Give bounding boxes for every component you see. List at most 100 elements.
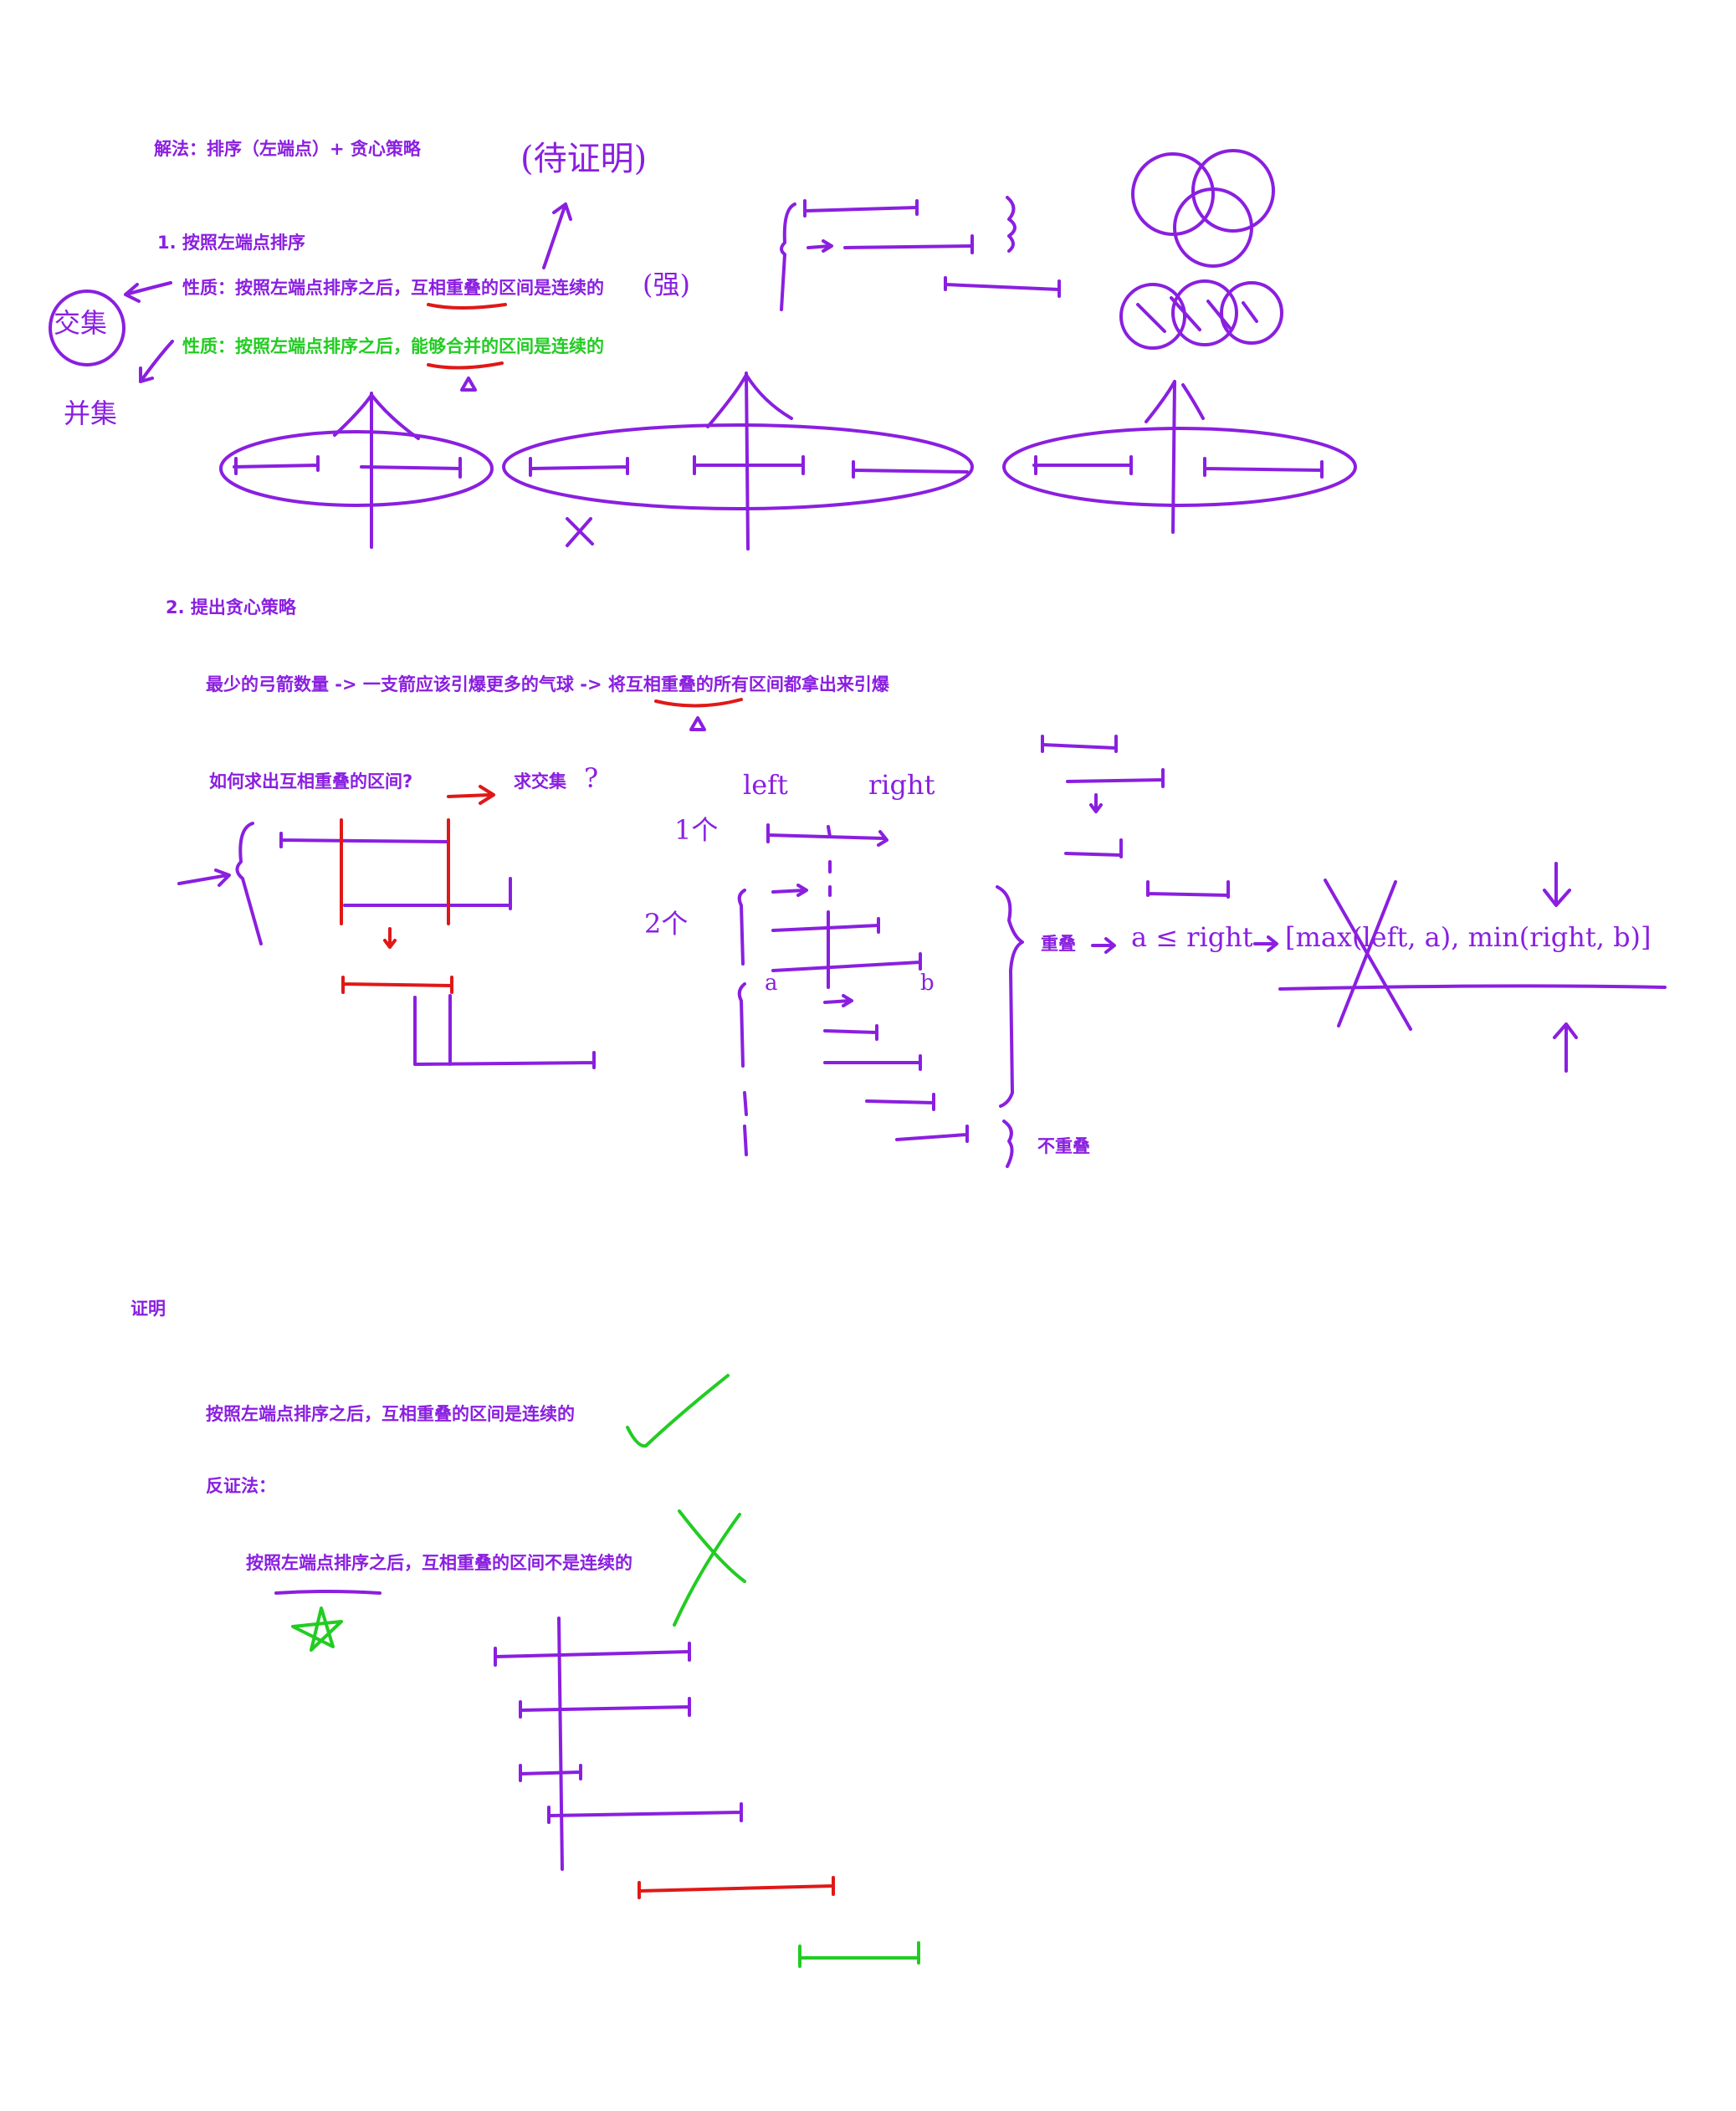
intersection-formula: [max(left, a), min(right, b)]: [1285, 921, 1652, 953]
arrow-to-brace: [177, 868, 231, 887]
proof-interval-4: [547, 1802, 743, 1824]
left-brace-example: [235, 822, 263, 945]
property2-prefix: 性质：按照左端点排序之后，: [182, 336, 411, 356]
strategy-prefix: 最少的弓箭数量 -> 一支箭应该引爆更多的气球 -> 将: [206, 674, 626, 694]
ellipse-group-2: [502, 423, 974, 510]
interval-top-1: [803, 206, 919, 213]
interval-top-3: [944, 283, 1061, 291]
row4-interval: [895, 1125, 969, 1143]
float-interval-1: [1041, 735, 1118, 753]
to-prove-note: (待证明): [520, 140, 648, 178]
interval-top-2: [843, 244, 974, 249]
ellipse-group-1: [219, 430, 494, 507]
ellipse2-interval-1: [529, 457, 629, 477]
union-label: 并集: [64, 397, 118, 429]
row3-interval-3: [823, 1054, 922, 1071]
arrow-down-formula: [1543, 862, 1571, 907]
property2-highlight: 能够合并: [411, 336, 481, 356]
row3-interval-1: [823, 994, 853, 1007]
row2-label: 2个: [644, 908, 689, 940]
ellipse1-interval-2: [360, 457, 462, 479]
proof-assumption: 按照左端点排序之后，互相重叠的区间不是连续的: [246, 1553, 632, 1573]
step2-heading: 2. 提出贪心策略: [166, 597, 296, 617]
venn2-circle-3: [1220, 281, 1283, 345]
row2-interval-1: [771, 884, 808, 897]
arrow-union: [139, 340, 174, 383]
strategy-highlight: 互相重叠: [625, 674, 696, 694]
float-interval-4: [1146, 880, 1230, 899]
example-interval-2: [343, 877, 512, 910]
property1: 性质：按照左端点排序之后，互相重叠的区间是连续的: [182, 279, 604, 297]
assumption-underline: [274, 1590, 382, 1595]
right-label: right: [868, 769, 935, 801]
underline-overlap-1: [427, 303, 507, 310]
float-interval-3: [1064, 838, 1123, 858]
proof-interval-3: [519, 1764, 582, 1782]
arrowhead-union: [139, 366, 154, 383]
brace-row3: [737, 982, 746, 1068]
arrow-up-3: [1145, 380, 1205, 534]
green-cross: [673, 1509, 746, 1627]
arrow-up-1: [333, 392, 420, 549]
intersection-circle: [49, 289, 125, 366]
red-arrow-down: [383, 927, 397, 949]
overlap-label: 重叠: [1041, 934, 1076, 954]
underline-overlap-2: [654, 698, 743, 708]
arrow-overlap: [1091, 937, 1116, 954]
arrow-to-prove: [542, 202, 567, 269]
property1-strong-note: (强): [643, 269, 690, 300]
property1-highlight: 互相重叠: [411, 278, 481, 298]
ellipse-group-3: [1002, 427, 1357, 507]
underline-merge: [427, 361, 504, 370]
base-interval: [766, 823, 888, 847]
right-brace-no-overlap: [1002, 1120, 1014, 1168]
property1-prefix: 性质：按照左端点排序之后，: [182, 278, 411, 298]
venn-circle-3: [1173, 187, 1253, 268]
venn-circle-2: [1191, 149, 1275, 233]
no-overlap-label: 不重叠: [1037, 1136, 1090, 1156]
ellipse1-interval-1: [233, 455, 320, 475]
row3-interval-2: [823, 1024, 878, 1041]
arrow-up-2: [706, 371, 793, 551]
dotted-guide: [827, 825, 832, 897]
ellipse2-interval-3: [852, 460, 969, 479]
red-intersection-result: [341, 976, 453, 994]
venn2-circle-2: [1171, 279, 1238, 346]
row2-interval-2: [771, 917, 880, 934]
proof-interval-2: [519, 1697, 691, 1719]
proof-red-interval: [638, 1876, 835, 1899]
arrowhead-to-prove: [552, 202, 572, 221]
formula-cross: [1324, 879, 1412, 1031]
proof-vertical-line: [557, 1617, 564, 1871]
property2: 性质：按照左端点排序之后，能够合并的区间是连续的: [182, 338, 604, 356]
brace-tail: [743, 1091, 748, 1156]
interval-top-2-arrow: [807, 239, 833, 253]
green-check: [626, 1374, 730, 1448]
property1-suffix: 的区间是连续的: [481, 278, 604, 298]
strategy-line: 最少的弓箭数量 -> 一支箭应该引爆更多的气球 -> 将互相重叠的所有区间都拿出…: [206, 676, 889, 694]
float-interval-2: [1066, 768, 1165, 788]
proof-interval-1: [494, 1642, 691, 1667]
green-star: [291, 1606, 343, 1652]
triangle-mark-2: [689, 716, 706, 731]
question-mark: ?: [584, 762, 599, 794]
page-title: 解法：排序（左端点）+ 贪心策略: [154, 139, 421, 159]
red-arrow-right: [447, 785, 495, 805]
arrow-up-formula: [1553, 1022, 1578, 1073]
formula-underline: [1278, 984, 1667, 991]
intersection-text: 求交集: [514, 771, 566, 792]
venn2-circle-1: [1119, 283, 1186, 350]
property2-suffix: 的区间是连续的: [481, 336, 604, 356]
arrowhead-intersection: [124, 283, 141, 303]
venn2-hatching: [1136, 296, 1258, 333]
interval-top-3-caps: [944, 276, 1061, 298]
ellipse3-interval-1: [1032, 455, 1133, 475]
strategy-suffix: 的所有区间都拿出来引爆: [695, 674, 889, 694]
b-label: b: [920, 971, 935, 996]
venn-circle-1: [1131, 152, 1215, 236]
triangle-mark-1: [460, 377, 477, 392]
right-brace-top: [1006, 196, 1017, 253]
interval-top-1-caps: [803, 199, 919, 218]
row2-interval-3: [771, 952, 922, 972]
